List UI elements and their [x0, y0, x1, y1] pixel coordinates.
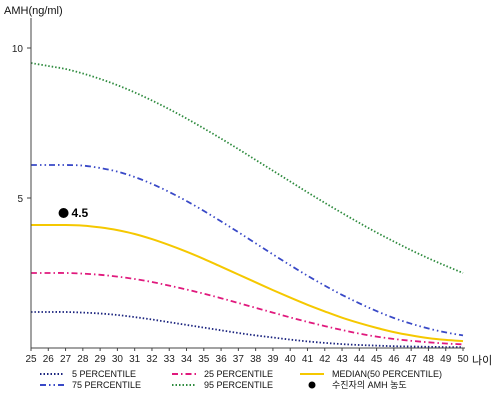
x-tick-label: 40: [285, 354, 297, 365]
x-tick-label: 45: [371, 354, 383, 365]
x-tick-label: 38: [250, 354, 262, 365]
series-line-5-percentile: [30, 311, 464, 349]
x-tick-label: 32: [146, 354, 158, 365]
x-tick-label: 44: [354, 354, 366, 365]
x-tick-label: 43: [336, 354, 348, 365]
legend-label: 25 PERCENTILE: [204, 369, 273, 379]
legend-label: 95 PERCENTILE: [204, 380, 273, 390]
patient-amh-point: [58, 208, 69, 218]
x-tick-label: 39: [267, 354, 279, 365]
x-tick-label: 36: [216, 354, 228, 365]
series-line-25-percentile: [31, 272, 464, 346]
series-line-95-percentile: [30, 62, 464, 274]
series-line-75-percentile: [31, 164, 464, 337]
x-tick-label: 28: [77, 354, 89, 365]
legend-label: MEDIAN(50 PERCENTILE): [332, 369, 442, 379]
x-tick-label: 25: [25, 354, 37, 365]
legend-marker-label: 수진자의 AMH 농도: [332, 380, 407, 390]
series-line-median-50-percentile: [30, 223, 464, 343]
x-tick-label: 47: [406, 354, 418, 365]
legend-marker-swatch: [308, 381, 316, 389]
series-lines: [30, 62, 464, 349]
x-tick-label: 30: [112, 354, 124, 365]
x-tick-label: 33: [164, 354, 176, 365]
patient-marker: 4.5: [58, 206, 89, 220]
x-tick-label: 37: [233, 354, 245, 365]
x-tick-label: 41: [302, 354, 314, 365]
x-tick-label: 49: [440, 354, 452, 365]
x-axis-ticks: 25 26 27 28 29 30 31 32 33 34 35 36 37 38 39 40 41 42 43 44…: [25, 348, 469, 365]
y-tick-label: 10: [12, 44, 24, 55]
y-tick-label: 5: [17, 194, 23, 205]
legend: 5 PERCENTILE 25 PERCENTILE MEDIAN(50 PERCE…: [40, 369, 442, 390]
legend-label: 75 PERCENTILE: [72, 380, 141, 390]
x-tick-label: 27: [60, 354, 72, 365]
x-tick-label: 34: [181, 354, 193, 365]
x-tick-label: 50: [457, 354, 469, 365]
y-axis-ticks: 5 10: [12, 44, 31, 205]
x-tick-label: 48: [423, 354, 435, 365]
y-axis-title: AMH(ng/ml): [4, 5, 63, 17]
x-tick-label: 35: [198, 354, 210, 365]
x-tick-label: 26: [43, 354, 55, 365]
legend-label: 5 PERCENTILE: [72, 369, 136, 379]
x-tick-label: 46: [388, 354, 400, 365]
x-axis-title: 나이: [472, 354, 492, 367]
x-tick-label: 29: [95, 354, 107, 365]
patient-amh-value-label: 4.5: [72, 206, 89, 220]
x-tick-label: 31: [129, 354, 141, 365]
x-tick-label: 42: [319, 354, 331, 365]
